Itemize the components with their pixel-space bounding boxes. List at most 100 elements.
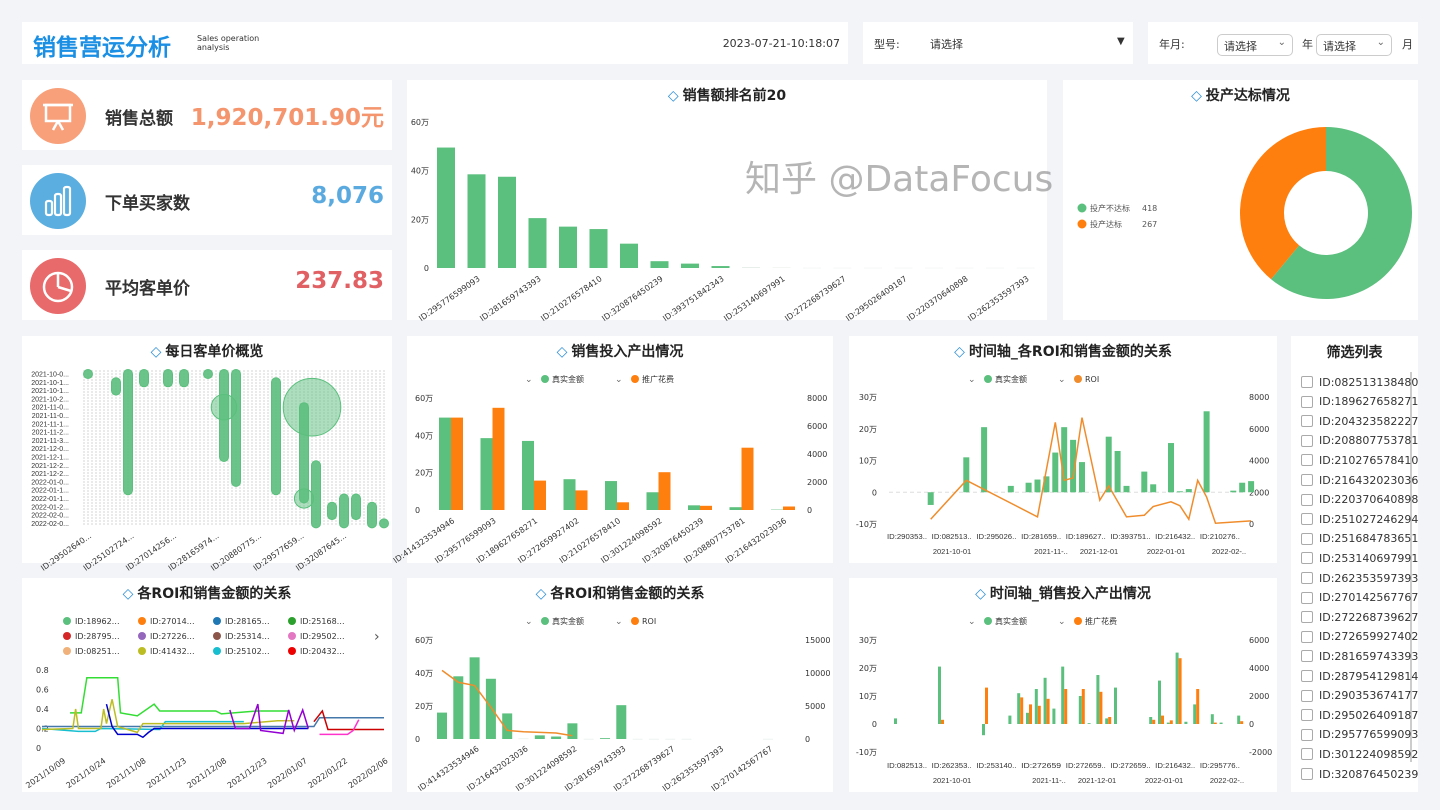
bar-promo-cost[interactable] bbox=[783, 506, 795, 511]
bar-promo-cost[interactable] bbox=[1196, 689, 1200, 724]
filter-list-item[interactable]: ID:251027246294 bbox=[1301, 511, 1418, 527]
bar-real-amount[interactable] bbox=[1078, 696, 1082, 724]
roi-line[interactable] bbox=[930, 417, 1252, 524]
bar[interactable] bbox=[1034, 479, 1041, 493]
bubble-column[interactable] bbox=[271, 377, 281, 496]
bar[interactable] bbox=[1230, 490, 1237, 493]
checkbox[interactable] bbox=[1301, 395, 1313, 408]
bar-real-amount[interactable] bbox=[1237, 715, 1241, 724]
checkbox[interactable] bbox=[1301, 532, 1313, 545]
donut-slice[interactable] bbox=[1240, 127, 1326, 280]
bar[interactable] bbox=[502, 713, 513, 739]
bar-real-amount[interactable] bbox=[1017, 693, 1021, 724]
bar-promo-cost[interactable] bbox=[741, 447, 754, 510]
bar-promo-cost[interactable] bbox=[1099, 691, 1103, 724]
bar[interactable] bbox=[1248, 481, 1255, 493]
bar-real-amount[interactable] bbox=[1087, 723, 1091, 724]
bar[interactable] bbox=[528, 218, 547, 268]
filter-list-item[interactable]: ID:272268739627 bbox=[1301, 609, 1418, 625]
bar[interactable] bbox=[1007, 485, 1014, 493]
bar-real-amount[interactable] bbox=[1184, 721, 1188, 724]
bar-real-amount[interactable] bbox=[1008, 715, 1012, 724]
bar-promo-cost[interactable] bbox=[941, 719, 944, 724]
bar[interactable] bbox=[864, 267, 882, 269]
bubble-column[interactable] bbox=[83, 369, 93, 379]
legend-toggle-chevron-icon[interactable]: ⌄ bbox=[615, 375, 623, 385]
bar-promo-cost[interactable] bbox=[617, 502, 629, 510]
bar-real-amount[interactable] bbox=[1043, 677, 1047, 724]
bubble-column[interactable] bbox=[203, 369, 213, 379]
bar-promo-cost[interactable] bbox=[492, 407, 505, 510]
filter-list-item[interactable]: ID:287954129814 bbox=[1301, 668, 1418, 684]
bubble-column[interactable] bbox=[379, 518, 389, 529]
bubble-column[interactable] bbox=[231, 369, 241, 487]
bar-real-amount[interactable] bbox=[1158, 680, 1161, 724]
bar[interactable] bbox=[583, 738, 594, 740]
bar[interactable] bbox=[469, 657, 480, 739]
legend-marker[interactable] bbox=[288, 632, 296, 640]
bar-promo-cost[interactable] bbox=[451, 417, 463, 510]
model-filter-value[interactable]: 请选择 bbox=[930, 38, 963, 51]
bubble[interactable] bbox=[293, 488, 315, 509]
bar-real-amount[interactable] bbox=[563, 479, 576, 510]
filter-list-item[interactable]: ID:295026409187 bbox=[1301, 707, 1418, 723]
bar-promo-cost[interactable] bbox=[1037, 705, 1041, 724]
filter-list-item[interactable]: ID:272659927402 bbox=[1301, 629, 1418, 645]
filter-list-item[interactable]: ID:251684783651 bbox=[1301, 531, 1418, 547]
bar[interactable] bbox=[1141, 471, 1148, 493]
bubble-column[interactable] bbox=[339, 493, 349, 529]
bar[interactable] bbox=[1123, 485, 1130, 493]
checkbox[interactable] bbox=[1301, 591, 1313, 604]
bar-real-amount[interactable] bbox=[1034, 689, 1038, 724]
bar[interactable] bbox=[955, 267, 974, 269]
filter-list-item[interactable]: ID:281659743393 bbox=[1301, 648, 1418, 664]
bar-real-amount[interactable] bbox=[1096, 675, 1100, 724]
filter-list-item[interactable]: ID:270142567767 bbox=[1301, 590, 1418, 606]
checkbox[interactable] bbox=[1301, 611, 1313, 624]
bar-promo-cost[interactable] bbox=[1161, 715, 1164, 724]
bar[interactable] bbox=[681, 738, 692, 740]
legend-marker[interactable] bbox=[213, 632, 221, 640]
series-line[interactable] bbox=[229, 703, 310, 735]
bubble[interactable] bbox=[282, 377, 342, 437]
bar[interactable] bbox=[1043, 476, 1050, 493]
checkbox[interactable] bbox=[1301, 670, 1313, 682]
checkbox[interactable] bbox=[1301, 493, 1313, 506]
bar[interactable] bbox=[711, 266, 730, 268]
bar-real-amount[interactable] bbox=[480, 438, 493, 510]
bar[interactable] bbox=[927, 492, 934, 505]
checkbox[interactable] bbox=[1301, 572, 1313, 584]
bar[interactable] bbox=[632, 738, 643, 740]
legend-marker[interactable] bbox=[63, 617, 71, 625]
series-line[interactable] bbox=[319, 719, 360, 736]
series-line[interactable] bbox=[105, 703, 309, 739]
bar-real-amount[interactable] bbox=[1052, 708, 1056, 724]
bar-real-amount[interactable] bbox=[938, 666, 941, 724]
bar-real-amount[interactable] bbox=[1166, 722, 1170, 724]
checkbox[interactable] bbox=[1301, 728, 1313, 741]
bar-promo-cost[interactable] bbox=[1152, 719, 1156, 724]
bar[interactable] bbox=[437, 712, 447, 739]
bar[interactable] bbox=[1176, 491, 1183, 493]
bubble-column[interactable] bbox=[111, 377, 121, 396]
legend-marker[interactable] bbox=[288, 617, 296, 625]
bar[interactable] bbox=[803, 267, 821, 269]
bar[interactable] bbox=[534, 735, 545, 739]
checkbox[interactable] bbox=[1301, 709, 1313, 722]
bar-promo-cost[interactable] bbox=[985, 687, 988, 724]
checkbox[interactable] bbox=[1301, 513, 1313, 526]
month-select[interactable]: 请选择 ⌄ bbox=[1316, 34, 1392, 56]
checkbox[interactable] bbox=[1301, 552, 1313, 565]
filter-list-item[interactable]: ID:295776599093 bbox=[1301, 727, 1418, 743]
filter-list-item[interactable]: ID:210276578410 bbox=[1301, 452, 1418, 468]
legend-marker[interactable] bbox=[63, 632, 71, 640]
bar-promo-cost[interactable] bbox=[1029, 704, 1032, 724]
bar[interactable] bbox=[648, 738, 659, 740]
bar[interactable] bbox=[681, 263, 699, 268]
filter-list-item[interactable]: ID:290353674177 bbox=[1301, 688, 1418, 704]
bar[interactable] bbox=[742, 267, 760, 268]
model-filter[interactable]: 型号: 请选择 ▼ bbox=[863, 22, 1133, 64]
bar[interactable] bbox=[589, 229, 608, 268]
legend-toggle-chevron-icon[interactable]: ⌄ bbox=[525, 375, 533, 385]
filter-list-item[interactable]: ID:320876450239 bbox=[1301, 766, 1418, 782]
